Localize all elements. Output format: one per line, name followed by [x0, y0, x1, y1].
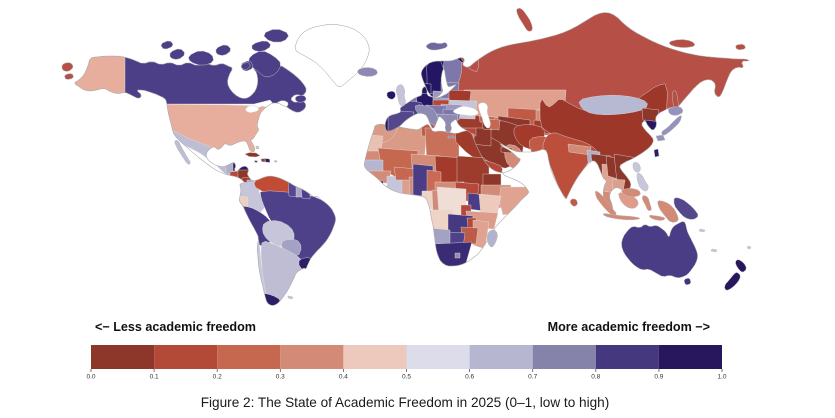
svg-text:0.5: 0.5: [402, 374, 411, 381]
svg-text:0.7: 0.7: [528, 374, 537, 381]
svg-text:0.1: 0.1: [150, 374, 159, 381]
svg-text:0.0: 0.0: [86, 374, 95, 381]
svg-text:0.4: 0.4: [339, 374, 348, 381]
svg-text:<− Less academic freedom: <− Less academic freedom: [95, 320, 256, 334]
svg-text:More academic freedom −>: More academic freedom −>: [548, 320, 710, 334]
svg-text:0.2: 0.2: [213, 374, 222, 381]
svg-text:0.9: 0.9: [654, 374, 663, 381]
svg-text:0.3: 0.3: [276, 374, 285, 381]
svg-text:Figure 2: The State of Academi: Figure 2: The State of Academic Freedom …: [201, 395, 610, 410]
svg-text:0.8: 0.8: [591, 374, 600, 381]
svg-text:0.6: 0.6: [465, 374, 474, 381]
svg-text:1.0: 1.0: [717, 374, 726, 381]
